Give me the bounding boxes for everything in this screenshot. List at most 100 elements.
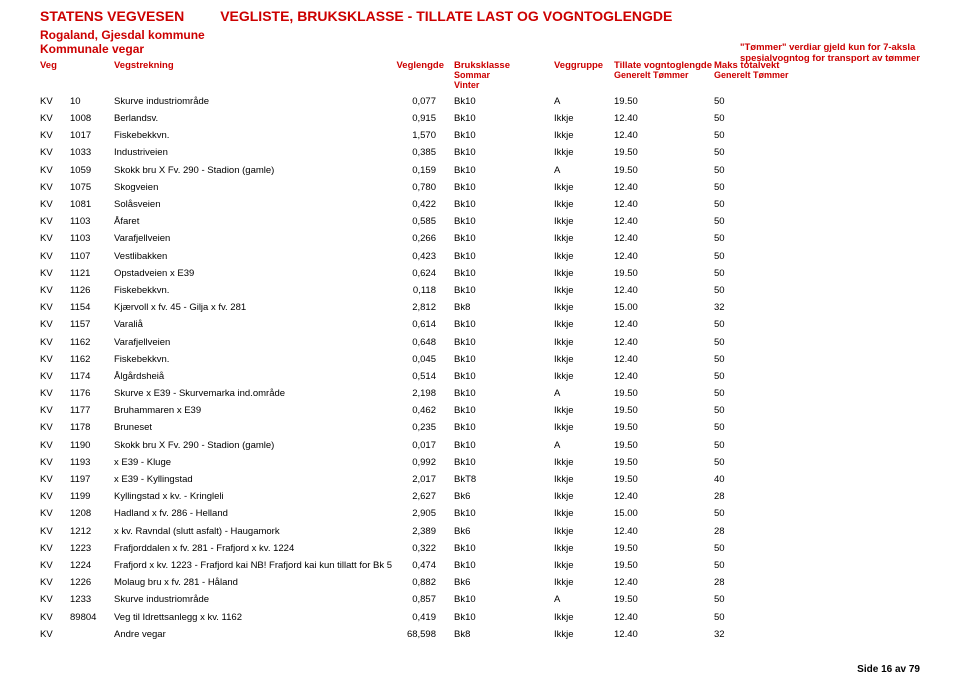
- cell-id: 1190: [70, 440, 114, 451]
- cell-class: Bk10: [454, 354, 554, 365]
- cell-allowed: 12.40: [614, 371, 714, 382]
- col-class-sub: Sommar Vinter: [454, 71, 508, 91]
- cell-class: Bk10: [454, 268, 554, 279]
- cell-allowed: 12.40: [614, 113, 714, 124]
- cell-stretch: Berlandsv.: [114, 113, 394, 124]
- cell-id: 1103: [70, 216, 114, 227]
- table-row: KV1081Solåsveien0,422Bk10Ikkje12.4050: [40, 196, 920, 213]
- cell-length: 0,915: [394, 113, 454, 124]
- cell-allowed: 12.40: [614, 216, 714, 227]
- cell-length: 0,077: [394, 96, 454, 107]
- cell-veg: KV: [40, 165, 70, 176]
- table-row: KV1162Fiskebekkvn.0,045Bk10Ikkje12.4050: [40, 351, 920, 368]
- cell-veg: KV: [40, 422, 70, 433]
- cell-stretch: Solåsveien: [114, 199, 394, 210]
- cell-group: A: [554, 388, 614, 399]
- cell-group: Ikkje: [554, 491, 614, 502]
- cell-maxweight: 50: [714, 182, 814, 193]
- table-row: KV1017Fiskebekkvn.1,570Bk10Ikkje12.4050: [40, 127, 920, 144]
- table-row: KV1075Skogveien0,780Bk10Ikkje12.4050: [40, 179, 920, 196]
- cell-group: Ikkje: [554, 474, 614, 485]
- cell-maxweight: 50: [714, 457, 814, 468]
- cell-allowed: 19.50: [614, 560, 714, 571]
- cell-allowed: 12.40: [614, 337, 714, 348]
- cell-id: 10: [70, 96, 114, 107]
- cell-maxweight: 50: [714, 319, 814, 330]
- header-note-line1: "Tømmer" verdiar gjeld kun for 7-aksla: [740, 42, 920, 53]
- cell-veg: KV: [40, 354, 70, 365]
- table-row: KV1208Hadland x fv. 286 - Helland2,905Bk…: [40, 505, 920, 522]
- cell-group: Ikkje: [554, 251, 614, 262]
- cell-length: 1,570: [394, 130, 454, 141]
- cell-id: 1121: [70, 268, 114, 279]
- cell-length: 0,322: [394, 543, 454, 554]
- cell-class: Bk8: [454, 302, 554, 313]
- cell-veg: KV: [40, 405, 70, 416]
- cell-veg: KV: [40, 629, 70, 640]
- cell-veg: KV: [40, 251, 70, 262]
- col-length: Veglengde: [394, 60, 454, 91]
- cell-maxweight: 50: [714, 422, 814, 433]
- cell-veg: KV: [40, 491, 70, 502]
- col-stretch: Vegstrekning: [114, 60, 394, 91]
- cell-veg: KV: [40, 233, 70, 244]
- cell-length: 0,514: [394, 371, 454, 382]
- cell-class: Bk6: [454, 526, 554, 537]
- cell-allowed: 12.40: [614, 233, 714, 244]
- table-row: KV1190Skokk bru X Fv. 290 - Stadion (gam…: [40, 437, 920, 454]
- cell-veg: KV: [40, 182, 70, 193]
- cell-length: 0,992: [394, 457, 454, 468]
- cell-class: Bk10: [454, 337, 554, 348]
- table-row: KV1103Åfaret0,585Bk10Ikkje12.4050: [40, 213, 920, 230]
- cell-length: 0,422: [394, 199, 454, 210]
- cell-length: 0,780: [394, 182, 454, 193]
- cell-id: 1177: [70, 405, 114, 416]
- col-group: Veggruppe: [554, 60, 614, 91]
- col-maxweight-sub: Generelt Tømmer: [714, 71, 814, 81]
- header-note: "Tømmer" verdiar gjeld kun for 7-aksla s…: [740, 42, 920, 65]
- cell-allowed: 19.50: [614, 405, 714, 416]
- cell-group: A: [554, 96, 614, 107]
- cell-maxweight: 50: [714, 113, 814, 124]
- cell-class: Bk10: [454, 216, 554, 227]
- table-row: KV1176Skurve x E39 - Skurvemarka ind.omr…: [40, 385, 920, 402]
- table-row: KV1212x kv. Ravndal (slutt asfalt) - Hau…: [40, 522, 920, 539]
- cell-id: 1162: [70, 337, 114, 348]
- cell-group: Ikkje: [554, 508, 614, 519]
- cell-group: Ikkje: [554, 526, 614, 537]
- cell-stretch: Veg til Idrettsanlegg x kv. 1162: [114, 612, 394, 623]
- table-row: KV1233Skurve industriområde0,857Bk10A19.…: [40, 591, 920, 608]
- cell-veg: KV: [40, 96, 70, 107]
- table-row: KV1008Berlandsv.0,915Bk10Ikkje12.4050: [40, 110, 920, 127]
- cell-id: 1103: [70, 233, 114, 244]
- cell-group: Ikkje: [554, 577, 614, 588]
- cell-id: 1233: [70, 594, 114, 605]
- cell-veg: KV: [40, 440, 70, 451]
- cell-class: Bk10: [454, 543, 554, 554]
- cell-allowed: 19.50: [614, 96, 714, 107]
- cell-class: Bk10: [454, 130, 554, 141]
- table-row: KV10Skurve industriområde0,077Bk10A19.50…: [40, 93, 920, 110]
- cell-class: Bk8: [454, 629, 554, 640]
- cell-class: BkT8: [454, 474, 554, 485]
- cell-veg: KV: [40, 130, 70, 141]
- cell-veg: KV: [40, 388, 70, 399]
- cell-id: 1178: [70, 422, 114, 433]
- table-row: KV1178Bruneset0,235Bk10Ikkje19.5050: [40, 419, 920, 436]
- table-row: KV1162Varafjellveien0,648Bk10Ikkje12.405…: [40, 333, 920, 350]
- cell-veg: KV: [40, 302, 70, 313]
- cell-maxweight: 50: [714, 508, 814, 519]
- cell-veg: KV: [40, 319, 70, 330]
- cell-stretch: Skogveien: [114, 182, 394, 193]
- cell-allowed: 12.40: [614, 182, 714, 193]
- cell-maxweight: 50: [714, 130, 814, 141]
- cell-length: 0,423: [394, 251, 454, 262]
- cell-maxweight: 50: [714, 354, 814, 365]
- cell-maxweight: 50: [714, 388, 814, 399]
- cell-class: Bk10: [454, 251, 554, 262]
- cell-veg: KV: [40, 113, 70, 124]
- cell-id: 1226: [70, 577, 114, 588]
- cell-length: 0,624: [394, 268, 454, 279]
- cell-allowed: 12.40: [614, 199, 714, 210]
- cell-group: Ikkje: [554, 113, 614, 124]
